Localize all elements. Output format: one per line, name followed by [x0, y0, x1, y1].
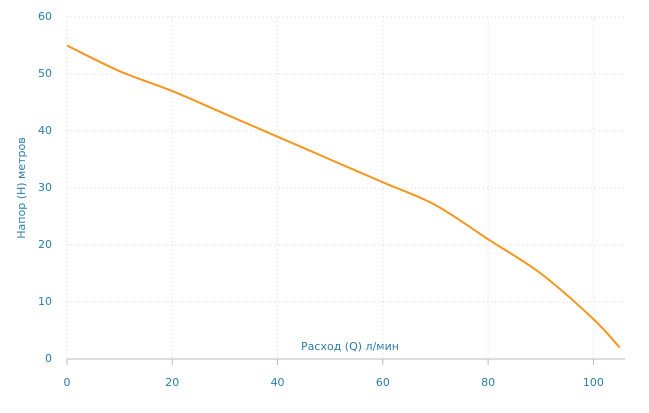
x-tick-label: 20: [165, 376, 179, 389]
y-axis-label: Напор (H) метров: [15, 137, 28, 238]
x-tick-label: 100: [583, 376, 604, 389]
x-tick-label: 80: [481, 376, 495, 389]
y-tick-label: 20: [38, 238, 52, 251]
x-tick-label: 60: [376, 376, 390, 389]
y-tick-label: 60: [38, 10, 52, 23]
x-tick-label: 40: [271, 376, 285, 389]
x-axis-label: Расход (Q) л/мин: [301, 340, 399, 353]
data-line: [66, 44, 621, 349]
y-tick-label: 30: [38, 181, 52, 194]
y-tick-label: 40: [38, 124, 52, 137]
x-tick-label: 0: [64, 376, 71, 389]
y-tick-label: 0: [45, 352, 52, 365]
y-tick-label: 50: [38, 67, 52, 80]
y-tick-label: 10: [38, 295, 52, 308]
